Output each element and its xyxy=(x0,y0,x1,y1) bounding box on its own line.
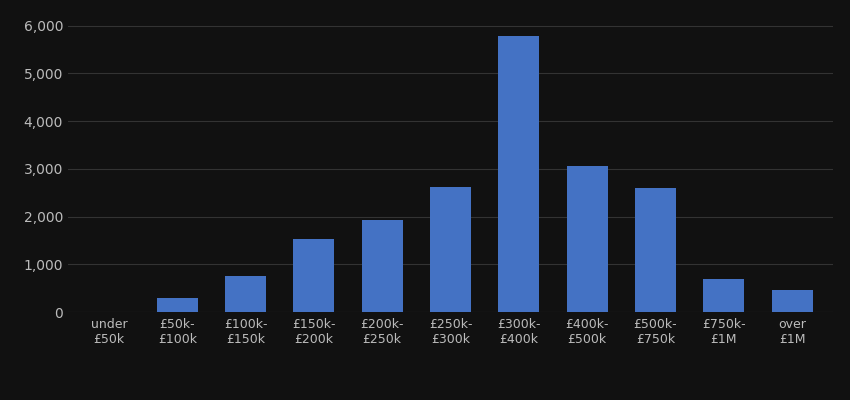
Bar xyxy=(293,240,334,312)
Bar xyxy=(703,279,745,312)
Bar xyxy=(635,188,676,312)
Bar xyxy=(772,290,813,312)
Bar xyxy=(362,220,403,312)
Bar xyxy=(567,166,608,312)
Bar xyxy=(225,276,266,312)
Bar xyxy=(430,187,471,312)
Bar xyxy=(498,36,539,312)
Bar xyxy=(156,298,198,312)
